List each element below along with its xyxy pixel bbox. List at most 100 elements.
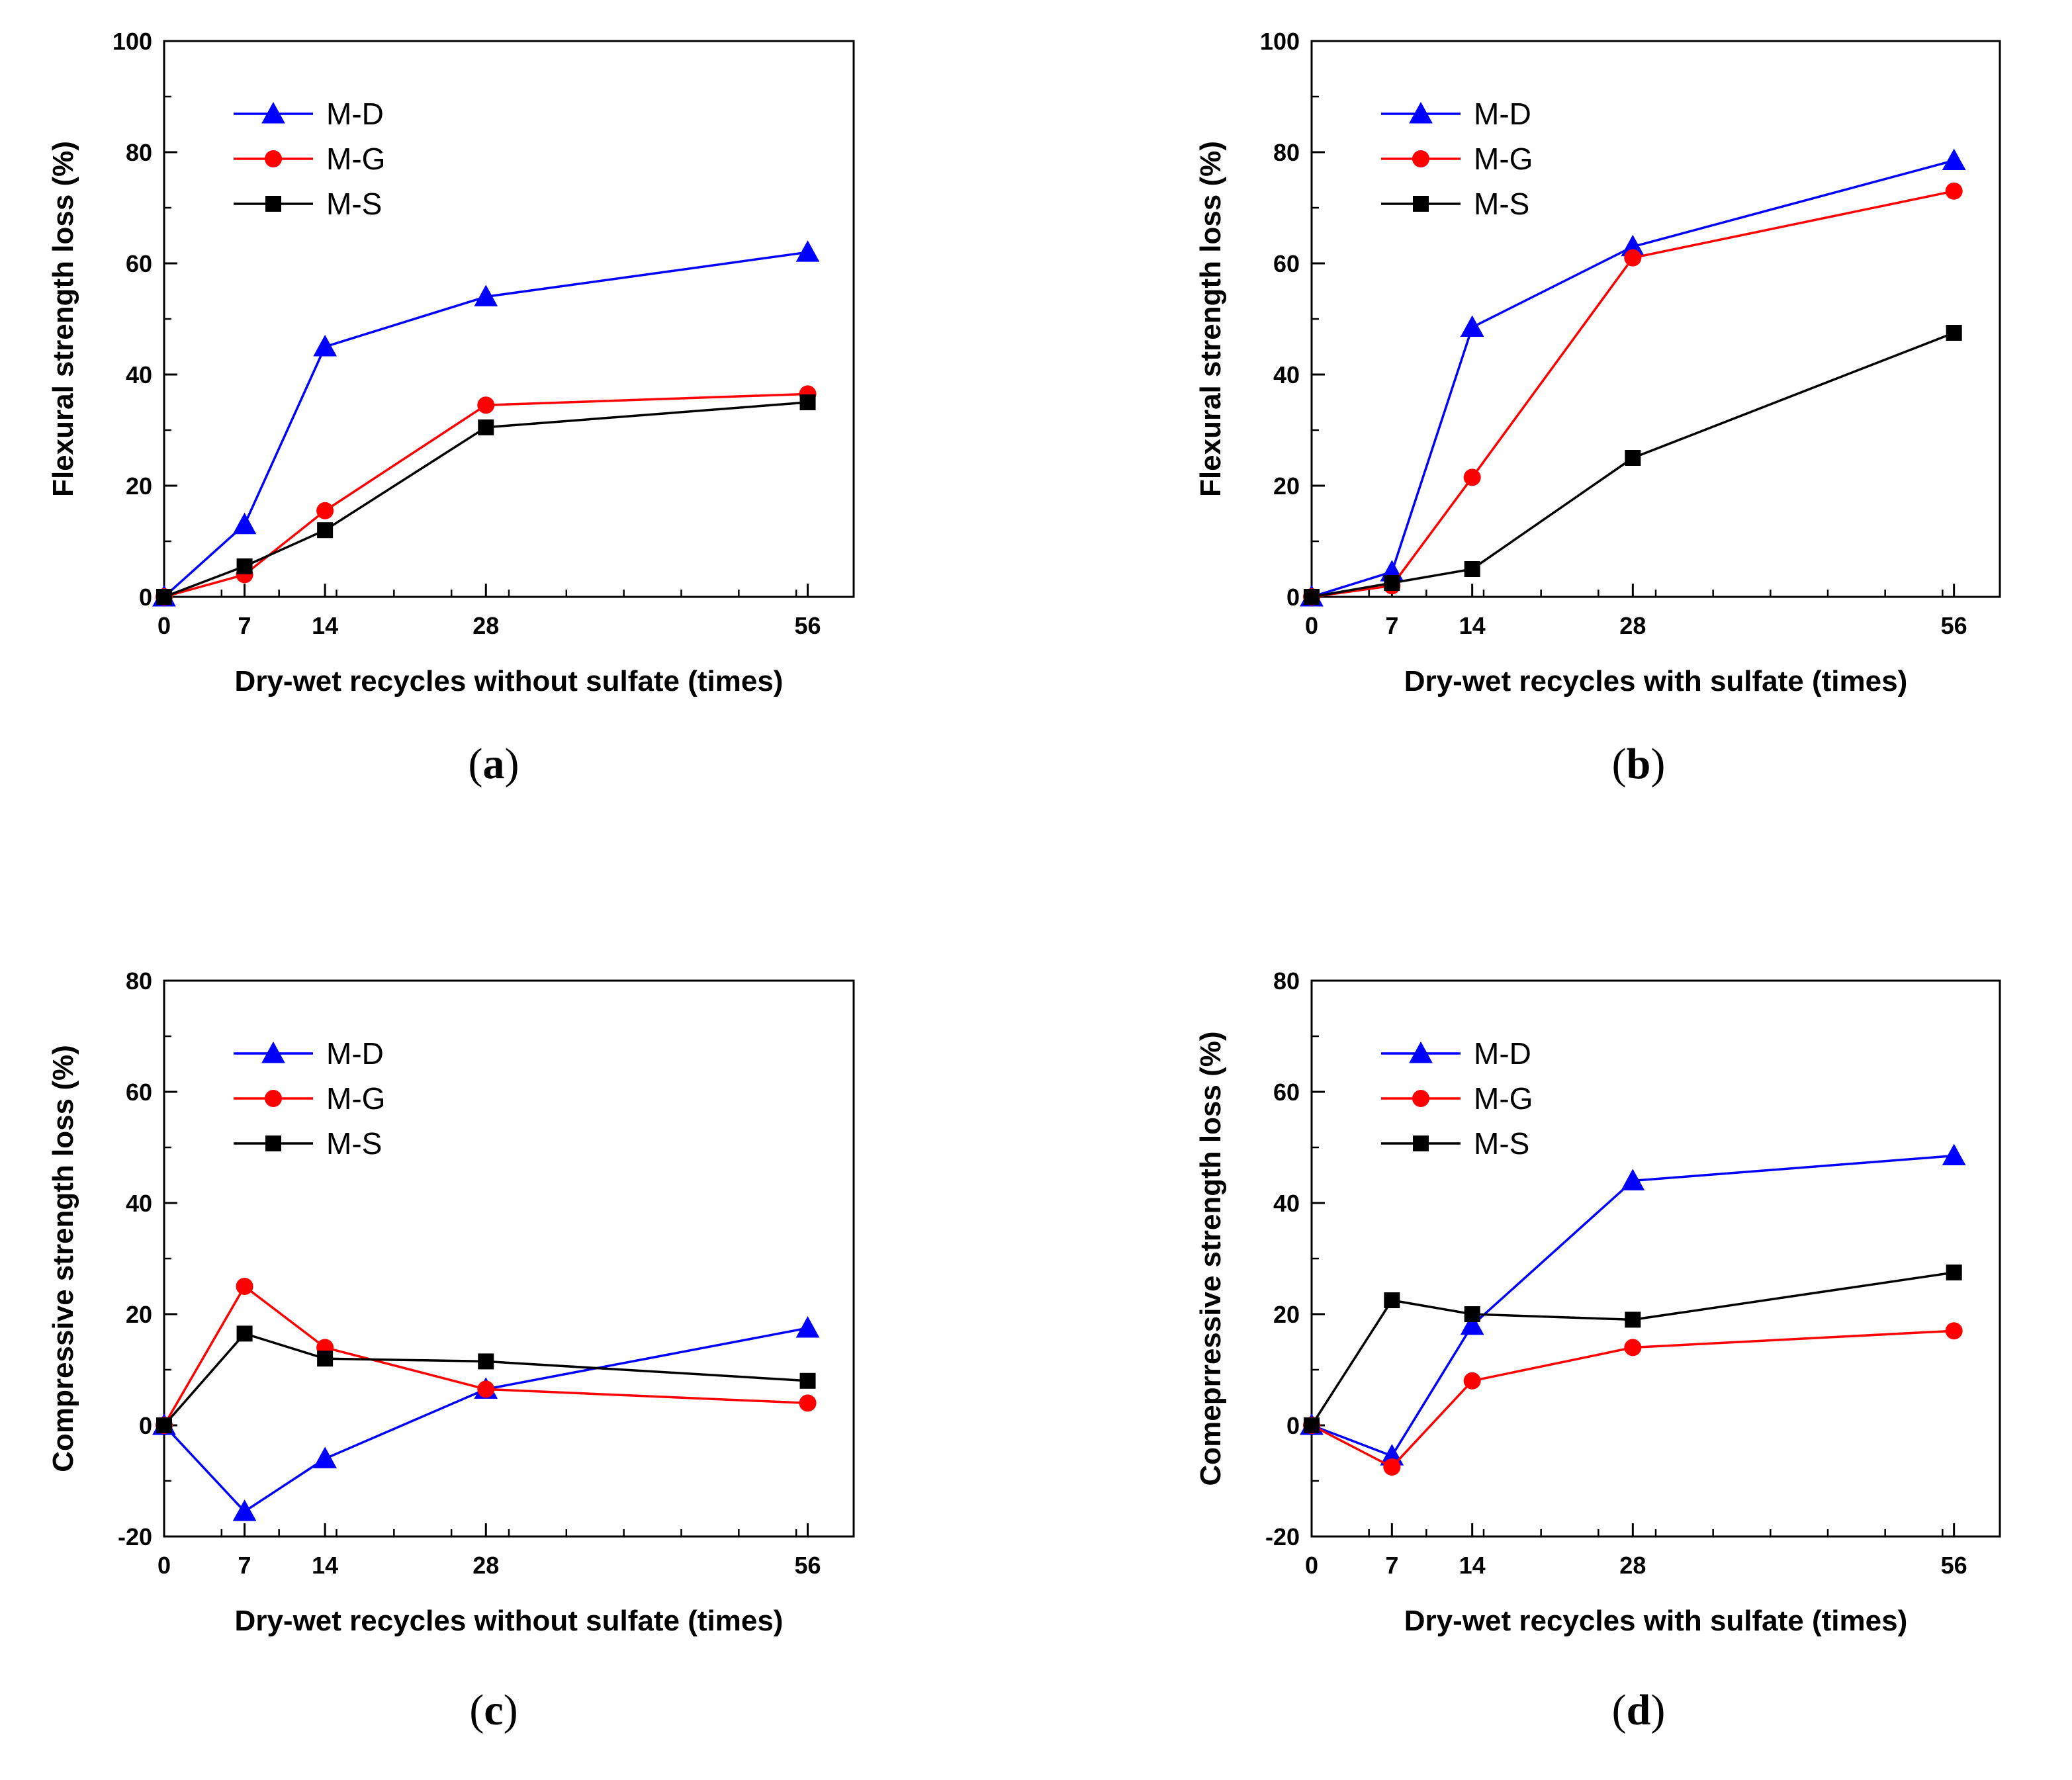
data-point-m-g	[1383, 1458, 1401, 1476]
x-tick-label: 7	[238, 1552, 251, 1579]
series-line-m-d	[1311, 159, 1955, 598]
y-tick-label: 40	[1273, 1190, 1300, 1217]
data-point-m-s	[317, 1351, 334, 1367]
x-tick-label: 14	[312, 1552, 338, 1579]
panel-b: 0 7 14 28 56 0 20 40 60 80 100 Dry-wet recycles wit…	[1194, 28, 2001, 788]
data-point-m-d	[1460, 1313, 1484, 1335]
data-point-m-g	[1945, 1322, 1963, 1340]
data-point-m-g	[236, 1278, 253, 1295]
y-tick-label: 80	[1273, 139, 1300, 166]
x-tick-label: 7	[238, 612, 251, 639]
data-point-m-s	[1625, 450, 1641, 466]
data-point-m-s	[236, 558, 253, 574]
data-point-m-d	[1621, 1169, 1645, 1190]
data-point-m-s	[1384, 1292, 1400, 1308]
y-tick-label: 20	[126, 472, 152, 500]
data-point-m-g	[799, 1394, 817, 1412]
panel-label-c: (c)	[469, 1686, 518, 1734]
legend-label-m-s: M-S	[326, 187, 382, 221]
data-point-m-s	[1304, 1417, 1320, 1433]
y-tick-label: 40	[126, 1190, 152, 1217]
data-point-m-g	[1624, 249, 1642, 267]
data-point-m-s	[1304, 589, 1320, 605]
data-point-m-s	[1946, 1265, 1962, 1280]
legend-label-m-s: M-S	[326, 1126, 382, 1161]
x-tick-label: 28	[473, 612, 499, 639]
legend-marker-m-d	[1409, 101, 1433, 124]
data-point-m-d	[795, 240, 820, 262]
legend-marker-m-g	[1412, 150, 1429, 167]
data-point-m-s	[799, 394, 816, 410]
y-tick-label: 60	[126, 250, 152, 277]
data-point-m-s	[478, 419, 494, 435]
x-tick-label: 56	[1941, 1552, 1967, 1579]
y-axis-title: Comeprressive strength loss (%)	[1194, 1031, 1227, 1486]
legend-label-m-d: M-D	[1474, 1036, 1531, 1071]
data-point-m-s	[156, 589, 172, 605]
y-tick-label: 80	[126, 967, 152, 995]
y-axis-title: Flexural strength loss (%)	[47, 141, 79, 497]
y-tick-label: 20	[1273, 1301, 1300, 1328]
data-point-m-g	[1624, 1339, 1642, 1357]
plot-frame	[163, 40, 855, 598]
data-point-m-d	[1460, 315, 1484, 337]
y-tick-label: 100	[113, 28, 152, 55]
data-point-m-d	[232, 1499, 257, 1521]
series-line-m-d	[1311, 1154, 1954, 1457]
x-tick-label: 56	[795, 612, 821, 639]
data-point-m-d	[795, 1315, 820, 1338]
legend-marker-m-g	[265, 150, 282, 167]
y-tick-label: 100	[1260, 28, 1300, 55]
legend-label-m-s: M-S	[1474, 1126, 1529, 1161]
legend-marker-m-s	[265, 1135, 281, 1151]
data-point-m-g	[477, 396, 495, 414]
x-tick-label: 14	[1459, 1552, 1486, 1579]
y-axis-title: Flexural strength loss (%)	[1194, 141, 1227, 497]
y-axis-title: Compressive strength loss (%)	[47, 1045, 79, 1472]
x-tick-label: 28	[473, 1552, 499, 1579]
y-tick-label: 40	[126, 361, 152, 388]
legend-marker-m-d	[261, 1041, 285, 1063]
panel-label-a: (a)	[469, 740, 519, 788]
x-axis-title: Dry-wet recycles with sulfate (times)	[1404, 665, 1907, 697]
y-tick-label: 0	[1286, 1412, 1300, 1439]
data-point-m-d	[1942, 1143, 1966, 1166]
legend-label-m-d: M-D	[1474, 97, 1531, 131]
plot-frame	[1310, 40, 2001, 598]
x-tick-label: 14	[312, 612, 338, 639]
x-tick-label: 0	[158, 1552, 171, 1579]
legend-label-m-d: M-D	[326, 97, 384, 131]
legend-label-m-g: M-G	[1474, 1081, 1533, 1116]
data-point-m-g	[1945, 182, 1963, 200]
legend-marker-m-g	[265, 1090, 282, 1107]
y-tick-label: 0	[139, 584, 152, 611]
y-tick-label: 80	[126, 139, 152, 166]
y-tick-label: 0	[1286, 584, 1300, 611]
data-point-m-s	[478, 1353, 494, 1370]
legend-label-m-d: M-D	[326, 1036, 384, 1071]
x-axis-title: Dry-wet recycles with sulfate (times)	[1404, 1605, 1907, 1637]
x-tick-label: 7	[1385, 612, 1398, 639]
data-point-m-s	[1946, 325, 1962, 341]
x-tick-label: 0	[158, 612, 171, 639]
data-point-m-s	[1464, 561, 1480, 577]
panel-a: 0 7 14 28 56 0 20 40 60 80 100 Dry-wet recycles wit…	[47, 28, 855, 788]
data-point-m-d	[474, 285, 498, 306]
data-point-m-s	[1625, 1312, 1641, 1328]
y-tick-label: 20	[1273, 472, 1300, 500]
data-point-m-g	[477, 1380, 495, 1398]
x-tick-label: 0	[1305, 612, 1318, 639]
legend-marker-m-d	[261, 101, 285, 124]
data-point-m-s	[1464, 1306, 1480, 1322]
x-tick-label: 0	[1305, 1552, 1318, 1579]
data-point-m-s	[799, 1372, 816, 1389]
y-tick-label: -20	[1265, 1523, 1300, 1550]
x-axis-title: Dry-wet recycles without sulfate (times)	[235, 665, 784, 697]
x-tick-label: 28	[1619, 612, 1646, 639]
data-point-m-s	[317, 522, 334, 539]
y-tick-label: 60	[126, 1079, 152, 1106]
data-point-m-g	[316, 502, 334, 519]
legend-marker-m-g	[1412, 1090, 1429, 1107]
